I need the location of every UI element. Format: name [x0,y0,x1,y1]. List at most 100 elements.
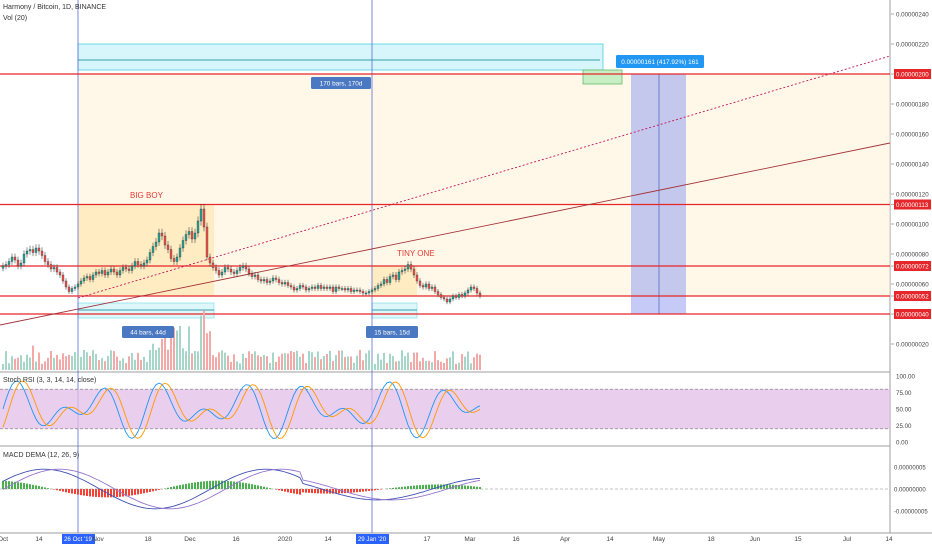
candle-body [334,286,338,292]
volume-bar [149,350,151,370]
candle-body [199,208,203,222]
macd-histogram-bar [47,488,49,489]
macd-histogram-bar [260,486,262,489]
candle-body [94,271,98,276]
candle-body [31,249,35,253]
time-tick-label: Oct [0,536,8,543]
candle-body [406,264,410,270]
candle-body [271,277,275,282]
candle-body [310,286,314,289]
candle-body [415,274,419,282]
candle-body [172,258,176,262]
volume-bar [182,348,184,370]
candle-body [181,240,185,249]
candle-body [109,268,113,273]
volume-bar [305,363,307,370]
candle-body [52,267,56,270]
candle-body [202,208,206,228]
volume-bar [206,333,208,370]
macd-histogram-bar [320,489,322,494]
volume-bar [260,356,262,370]
macd-histogram-bar [335,489,337,494]
volume-bar [62,353,64,370]
volume-bar [302,353,304,370]
macd-histogram-bar [86,489,88,497]
candle-body [76,283,80,288]
macd-histogram-bar [287,489,289,493]
candle-body [394,274,398,280]
time-badge-label: 29 Jan '20 [358,536,387,543]
volume-bar [65,356,67,370]
volume-bar [377,353,379,370]
macd-signal-line [2,468,481,510]
macd-histogram-bar [251,484,253,489]
volume-bar [200,315,202,370]
volume-bar [323,355,325,370]
volume-bar [353,362,355,370]
annotation-tiny-one: TINY ONE [397,249,435,258]
candle-body [34,247,38,253]
candle-body [355,289,359,292]
macd-histogram-bar [434,484,436,489]
candle-body [343,288,347,291]
candle-body [19,262,23,267]
macd-histogram-bar [353,489,355,493]
macd-histogram-bar [77,489,79,495]
label-170-bars: 170 bars, 170d [320,81,363,88]
time-tick-label: 15 [794,536,802,543]
macd-histogram-bar [56,489,58,491]
volume-bar [326,353,328,370]
macd-histogram-bar [185,483,187,489]
candle-body [136,261,140,265]
macd-histogram-bar [419,485,421,489]
price-tick-label: 0.00000140 [896,162,929,169]
candle-body [349,288,353,292]
price-badge-label: 0.00000040 [896,312,929,319]
volume-bar [335,355,337,370]
volume-bar [347,356,349,370]
volume-bar [332,361,334,370]
price-badge [894,291,931,301]
candle-body [142,262,146,267]
stoch-tick-label: 75.00 [896,390,912,397]
candle-body [154,241,158,247]
candle-body [67,286,71,292]
volume-bar [287,353,289,370]
macd-histogram-bar [2,480,4,489]
macd-histogram-bar [71,489,73,494]
volume-bar [374,363,376,370]
price-badge-label: 0.00000113 [896,202,929,209]
candle-body [313,286,317,289]
volume-bar [17,357,19,370]
macd-histogram-bar [194,482,196,489]
candle-body [7,261,11,265]
macd-histogram-bar [95,489,97,497]
candle-body [100,270,104,274]
macd-histogram-bar [113,489,115,498]
volume-bar [344,356,346,370]
time-tick-label: Nov [92,536,104,543]
candle-body [478,292,482,297]
candle-body [196,220,200,234]
volume-bar [467,351,469,370]
candle-body [379,283,383,286]
candle-body [82,277,86,282]
label-170-bars-bg [311,77,371,89]
candle-body [169,249,173,259]
volume-bar [8,363,10,370]
macd-histogram-bar [404,486,406,489]
macd-histogram-bar [215,480,217,489]
volume-bar [422,357,424,370]
volume-bar [263,355,265,370]
candle-body [262,279,266,282]
volume-bar [32,345,34,370]
volume-bar [152,343,154,370]
macd-histogram-bar [374,489,376,491]
macd-histogram-bar [245,483,247,489]
volume-bar [458,362,460,370]
volume-bar [215,357,217,370]
volume-bar [395,361,397,370]
macd-histogram-bar [443,484,445,489]
candle-body [4,264,8,267]
